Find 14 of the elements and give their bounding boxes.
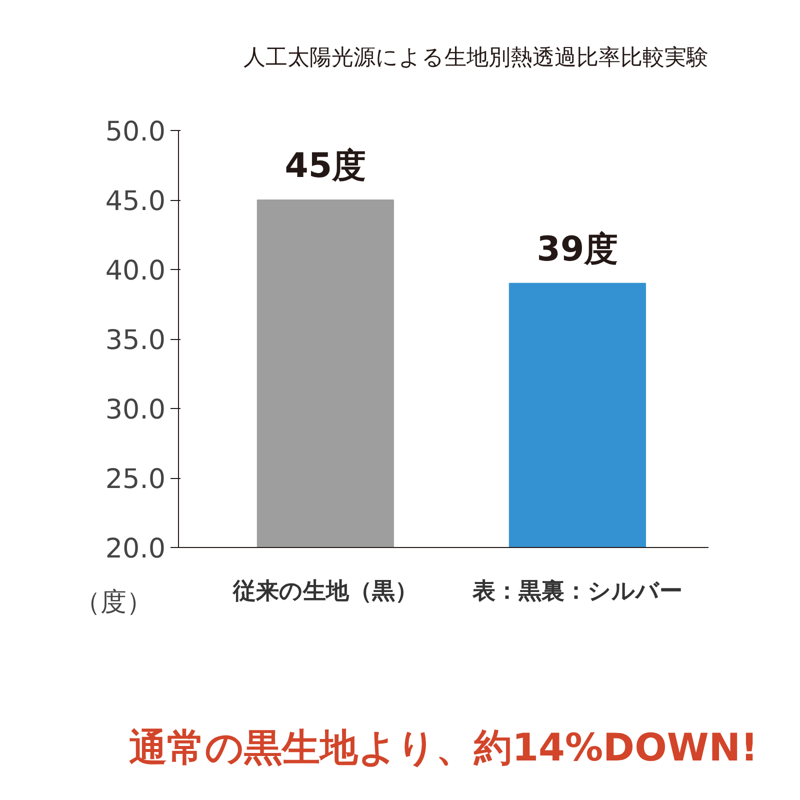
- y-tick-label: 50.0: [105, 116, 166, 148]
- y-axis-title: （度）: [74, 588, 152, 618]
- y-tick-label: 25.0: [105, 464, 166, 495]
- y-tick-label: 40.0: [105, 256, 166, 286]
- data-label: 45度: [284, 146, 366, 186]
- x-tick-label: 従来の生地（黒）: [232, 578, 418, 604]
- y-tick-label: 45.0: [105, 186, 166, 217]
- data-label: 39度: [536, 229, 618, 270]
- y-tick-label: 35.0: [105, 325, 166, 356]
- y-tick-label: 30.0: [105, 394, 166, 426]
- y-tick-label: 20.0: [105, 534, 166, 564]
- x-tick-label: 表：黒裏：シルバー: [471, 578, 682, 604]
- text: 通常の黒生地より、約14%DOWN!: [129, 726, 758, 770]
- chart-title: 人工太陽光源による生地別熱透過比率比較実験: [244, 46, 708, 70]
